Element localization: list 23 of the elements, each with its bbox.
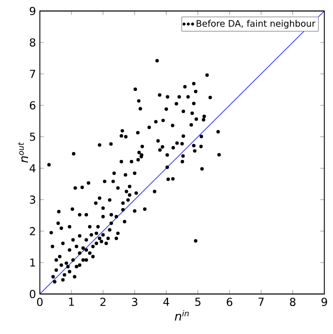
x-tick-label: 6	[226, 298, 232, 306]
y-tick-label: 0	[30, 290, 36, 298]
x-tick-label: 2	[100, 298, 106, 306]
y-tick-label: 7	[30, 70, 35, 78]
x-tick-label: 5	[195, 298, 200, 306]
x-axis-title: n$^{in}$	[174, 310, 189, 321]
y-tick-label: 4	[29, 164, 36, 172]
x-tick-label: 9	[321, 298, 327, 306]
y-tick-label: 6	[30, 101, 36, 110]
y-axis-title: n$^{out}$	[18, 142, 28, 163]
y-tick-label: 5	[30, 132, 35, 141]
x-tick-label: 3	[132, 298, 138, 306]
x-tick-label: 4	[163, 298, 169, 306]
y-tick-label: 9	[30, 6, 36, 16]
x-tick-label: 8	[290, 298, 296, 306]
x-tick-label: 0	[36, 298, 42, 306]
legend-label: Before DA, faint neighbour	[196, 20, 316, 29]
y-tick-label: 2	[30, 227, 35, 236]
y-tick-label: 1	[30, 258, 35, 267]
x-tick-label: 1	[69, 298, 74, 306]
x-tick-label: 7	[258, 298, 264, 306]
y-tick-label: 3	[30, 196, 36, 204]
y-tick-label: 8	[30, 38, 36, 47]
